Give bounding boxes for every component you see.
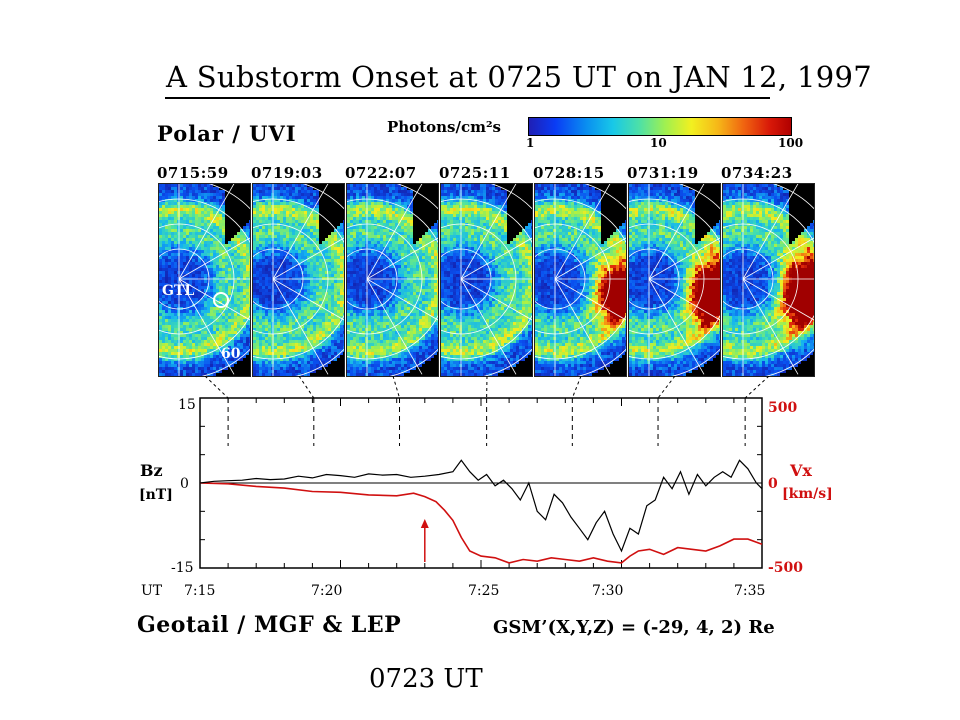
left-tick-15: 15	[178, 397, 196, 413]
auroral-image	[347, 184, 438, 376]
polar-uvi-label: Polar / UVI	[157, 121, 297, 146]
geotail-label: Geotail / MGF & LEP	[137, 612, 402, 638]
frame-connector-line	[298, 376, 315, 399]
uvi-frame-3	[346, 183, 439, 377]
auroral-image	[535, 184, 626, 376]
frame-time-markers	[227, 398, 746, 446]
right-tick-500: 500	[768, 400, 797, 416]
latitude-60-label: 60	[221, 346, 241, 362]
vx-series-line	[199, 482, 763, 564]
frame-time-2: 0719:03	[251, 164, 323, 182]
uvi-frame-1	[158, 183, 251, 377]
frame-time-1: 0715:59	[157, 164, 229, 182]
x-tick-730: 7:30	[592, 583, 623, 599]
ut-axis-label: UT	[141, 583, 163, 599]
frame-connector-line	[744, 376, 770, 399]
frame-connector-lines	[204, 376, 770, 399]
frame-connector-line	[204, 376, 229, 399]
left-tick-0: 0	[180, 476, 189, 492]
gsm-position-label: GSM’(X,Y,Z) = (-29, 4, 2) Re	[493, 617, 775, 638]
auroral-image	[441, 184, 532, 376]
bz-unit-label: [nT]	[139, 487, 173, 503]
colorbar	[528, 117, 792, 136]
uvi-frame-2	[252, 183, 345, 377]
uvi-frame-5	[534, 183, 627, 377]
frame-time-3: 0722:07	[345, 164, 417, 182]
auroral-image	[253, 184, 344, 376]
geotail-timeseries-chart: 15 0 -15 500 0 -500 Bz [nT] Vx [km/s] UT…	[139, 376, 833, 599]
x-tick-725: 7:25	[468, 583, 499, 599]
right-tick-neg500: -500	[768, 560, 803, 576]
auroral-image	[629, 184, 720, 376]
frame-connector-line	[392, 376, 400, 399]
frame-time-5: 0728:15	[533, 164, 605, 182]
x-tick-715: 7:15	[184, 583, 215, 599]
colorbar-units: Photons/cm²s	[387, 118, 501, 136]
uvi-frame-4	[440, 183, 533, 377]
right-tick-0: 0	[768, 476, 778, 492]
chart-title: A Substorm Onset at 0725 UT on JAN 12, 1…	[166, 60, 872, 94]
frame-time-6: 0731:19	[627, 164, 699, 182]
gtl-label: GTL	[162, 283, 195, 299]
colorbar-tick-1: 1	[526, 136, 535, 150]
left-tick-neg15: -15	[171, 560, 194, 576]
onset-time-label: 0723 UT	[369, 664, 483, 694]
vx-axis-label: Vx	[789, 461, 812, 480]
frame-connector-line	[571, 376, 582, 399]
x-tick-735: 7:35	[734, 583, 765, 599]
uvi-frame-6	[628, 183, 721, 377]
bz-axis-label: Bz	[140, 461, 163, 480]
vx-unit-label: [km/s]	[782, 486, 833, 502]
geotail-footprint-marker	[213, 292, 229, 308]
frame-time-4: 0725:11	[439, 164, 511, 182]
frame-time-7: 0734:23	[721, 164, 793, 182]
onset-arrow	[420, 519, 429, 562]
auroral-image	[159, 184, 250, 376]
bz-series-line	[199, 459, 763, 553]
title-underline	[165, 97, 770, 99]
colorbar-tick-10: 10	[650, 136, 667, 150]
x-tick-720: 7:20	[311, 583, 342, 599]
onset-arrow-head	[420, 519, 429, 528]
uvi-frame-7	[722, 183, 815, 377]
auroral-image	[723, 184, 814, 376]
frame-connector-line	[657, 376, 676, 399]
colorbar-tick-100: 100	[778, 136, 804, 150]
